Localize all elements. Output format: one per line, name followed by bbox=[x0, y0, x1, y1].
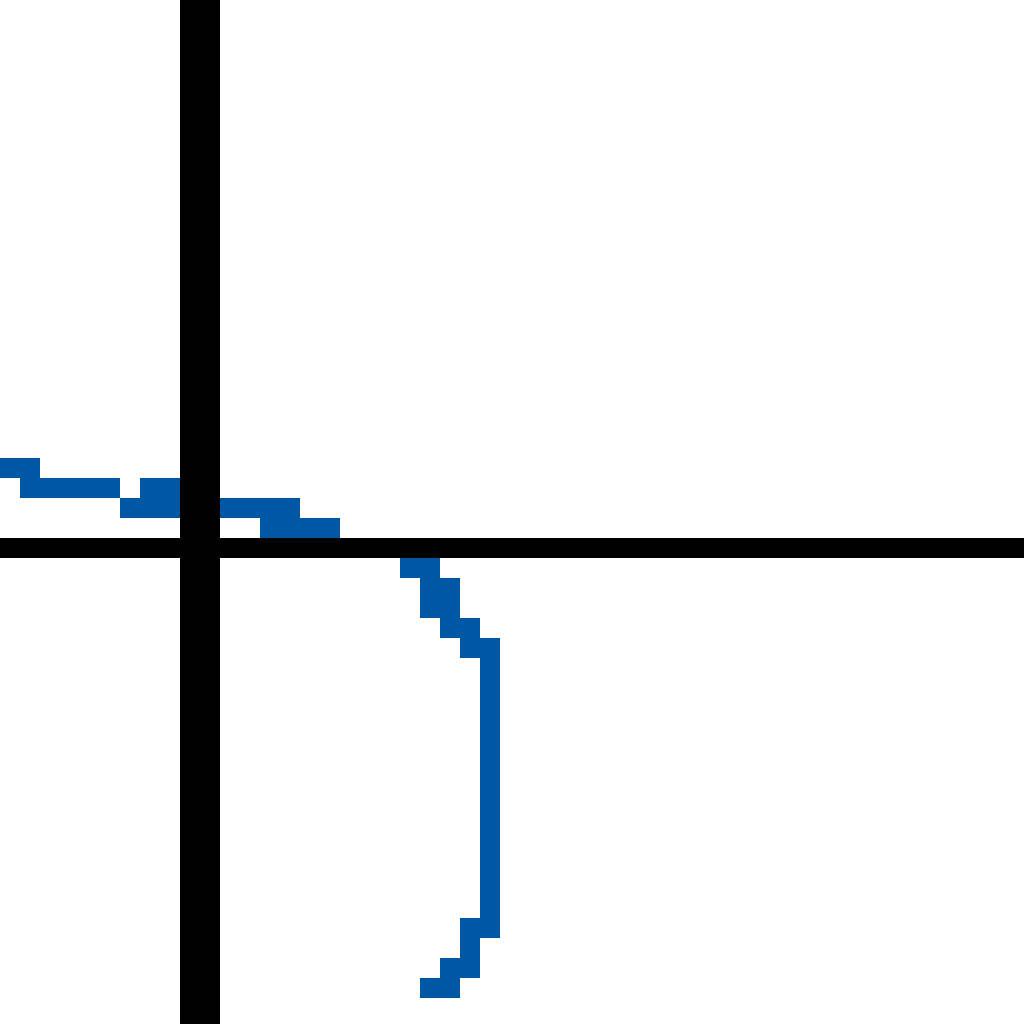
data-point bbox=[140, 478, 160, 498]
data-point bbox=[460, 638, 480, 658]
data-point bbox=[40, 478, 60, 498]
data-point bbox=[460, 938, 480, 958]
data-point bbox=[480, 778, 500, 798]
data-point bbox=[320, 518, 340, 538]
data-point bbox=[480, 758, 500, 778]
data-point bbox=[440, 958, 460, 978]
data-point bbox=[400, 558, 420, 578]
data-point bbox=[160, 498, 180, 518]
data-point bbox=[140, 498, 160, 518]
data-point bbox=[60, 478, 80, 498]
data-point bbox=[480, 658, 500, 678]
data-point bbox=[100, 478, 120, 498]
data-point bbox=[460, 918, 480, 938]
data-point bbox=[480, 878, 500, 898]
data-point bbox=[300, 518, 320, 538]
data-point bbox=[420, 578, 440, 598]
data-point bbox=[420, 978, 440, 998]
data-point bbox=[480, 798, 500, 818]
data-point bbox=[20, 478, 40, 498]
data-point bbox=[460, 618, 480, 638]
data-point bbox=[460, 958, 480, 978]
data-point bbox=[220, 498, 240, 518]
data-point bbox=[440, 598, 460, 618]
data-point bbox=[480, 898, 500, 918]
data-point bbox=[480, 838, 500, 858]
data-point bbox=[440, 618, 460, 638]
data-point bbox=[480, 718, 500, 738]
data-point bbox=[20, 458, 40, 478]
data-point bbox=[420, 558, 440, 578]
data-point bbox=[440, 978, 460, 998]
data-point bbox=[260, 498, 280, 518]
data-point bbox=[480, 638, 500, 658]
data-point bbox=[440, 578, 460, 598]
data-point bbox=[480, 678, 500, 698]
data-point bbox=[480, 918, 500, 938]
x-axis-line bbox=[0, 538, 1024, 558]
data-point bbox=[480, 858, 500, 878]
data-point bbox=[240, 498, 260, 518]
data-point bbox=[0, 458, 20, 478]
data-point bbox=[480, 818, 500, 838]
data-point bbox=[120, 498, 140, 518]
data-point bbox=[480, 698, 500, 718]
data-point bbox=[280, 498, 300, 518]
data-point bbox=[160, 478, 180, 498]
data-point bbox=[480, 738, 500, 758]
y-axis-line bbox=[180, 0, 220, 1024]
data-point bbox=[260, 518, 280, 538]
data-point bbox=[280, 518, 300, 538]
data-point bbox=[420, 598, 440, 618]
data-point bbox=[80, 478, 100, 498]
